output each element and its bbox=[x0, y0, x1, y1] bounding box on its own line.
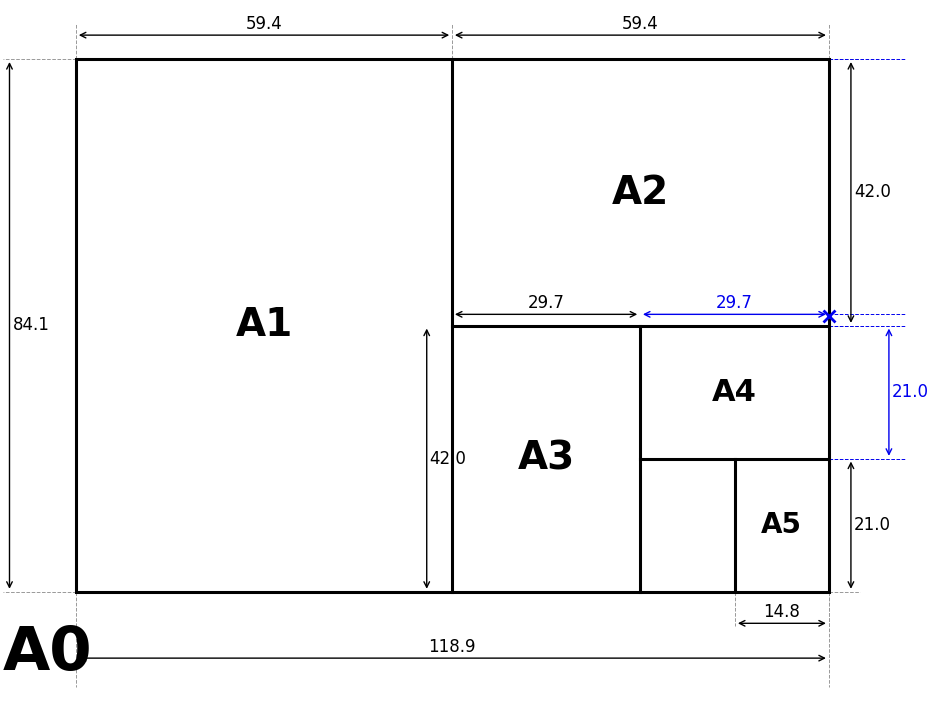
Text: 118.9: 118.9 bbox=[428, 638, 476, 655]
Bar bbox=[76, 59, 829, 592]
Text: A3: A3 bbox=[518, 440, 575, 478]
Text: A4: A4 bbox=[712, 378, 757, 407]
Text: 59.4: 59.4 bbox=[245, 15, 283, 33]
Text: 29.7: 29.7 bbox=[716, 294, 753, 312]
Text: A0: A0 bbox=[3, 624, 92, 684]
Text: A5: A5 bbox=[761, 511, 802, 539]
Text: 42.0: 42.0 bbox=[429, 450, 466, 468]
Text: 84.1: 84.1 bbox=[13, 317, 49, 334]
Text: 29.7: 29.7 bbox=[528, 294, 564, 312]
Text: 59.4: 59.4 bbox=[622, 15, 659, 33]
Text: 21.0: 21.0 bbox=[892, 383, 929, 401]
Text: A1: A1 bbox=[235, 306, 293, 344]
Text: 42.0: 42.0 bbox=[854, 183, 891, 201]
Text: A2: A2 bbox=[611, 174, 669, 212]
Text: 14.8: 14.8 bbox=[763, 603, 801, 621]
Text: 21.0: 21.0 bbox=[854, 516, 891, 534]
